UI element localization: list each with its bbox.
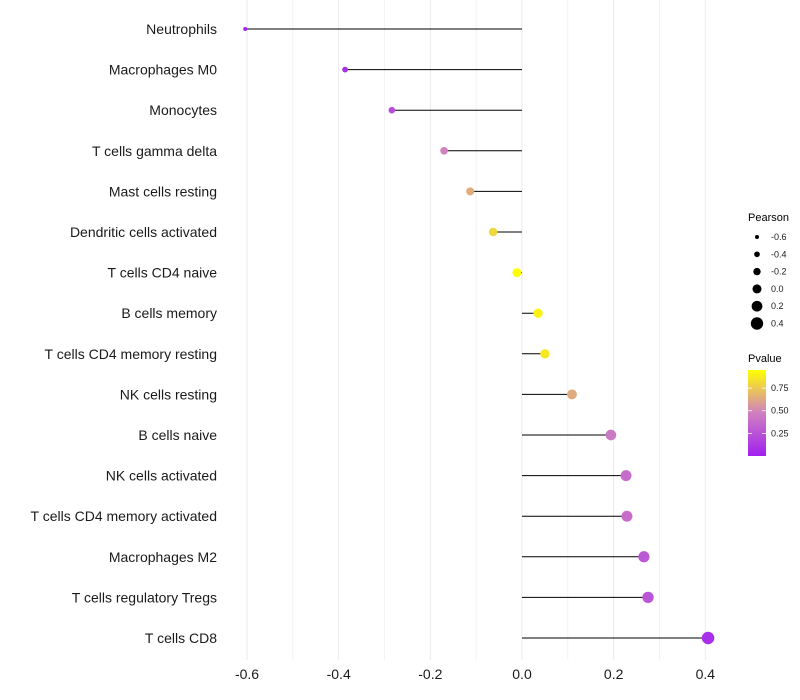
size-legend-key — [751, 300, 763, 312]
size-legend-label: -0.2 — [771, 267, 787, 277]
point — [701, 631, 715, 645]
color-legend-title: Pvalue — [748, 353, 782, 365]
grid-lines — [246, 0, 706, 660]
size-legend-key — [754, 251, 760, 258]
point — [566, 389, 577, 400]
size-legend-label: -0.6 — [771, 232, 787, 242]
y-tick-label: NK cells activated — [106, 468, 217, 484]
point — [440, 146, 448, 155]
x-tick-label: 0.2 — [604, 666, 624, 682]
point — [533, 308, 543, 318]
y-tick-label: T cells CD4 naive — [108, 265, 218, 281]
color-legend-label: 0.25 — [771, 428, 789, 438]
y-tick-label: Monocytes — [149, 102, 217, 118]
size-legend-key — [752, 284, 762, 294]
size-legend-label: 0.2 — [771, 301, 784, 311]
y-axis-labels: Neutrophils Macrophages M0 Monocytes T cell… — [31, 21, 218, 646]
color-legend: Pvalue 0.75 0.50 0.25 — [748, 353, 789, 456]
y-tick-label: B cells naive — [138, 427, 217, 443]
point — [638, 551, 650, 563]
point — [620, 470, 632, 482]
color-legend-label: 0.75 — [771, 383, 789, 393]
y-tick-label: B cells memory — [121, 305, 217, 321]
point — [466, 187, 475, 196]
size-legend-title: Pearson — [748, 212, 789, 224]
stems — [245, 28, 709, 639]
point — [642, 591, 654, 604]
colorbar — [748, 370, 766, 456]
size-legend: Pearson -0.6 -0.4 -0.2 0.0 0.2 0.4 — [748, 212, 789, 330]
x-tick-label: 0.0 — [512, 666, 532, 682]
point — [388, 106, 396, 114]
y-tick-label: T cells regulatory Tregs — [72, 589, 217, 605]
y-tick-label: Macrophages M0 — [109, 62, 217, 78]
points — [243, 27, 715, 645]
y-tick-label: T cells CD4 memory resting — [45, 346, 217, 362]
y-tick-label: T cells CD8 — [145, 630, 217, 646]
y-tick-label: Macrophages M2 — [109, 549, 217, 565]
y-tick-label: Mast cells resting — [109, 183, 217, 199]
x-tick-label: -0.2 — [418, 666, 442, 682]
size-legend-key — [755, 235, 759, 239]
x-tick-label: 0.4 — [696, 666, 716, 682]
y-tick-label: T cells CD4 memory activated — [31, 508, 217, 524]
size-legend-key — [753, 267, 761, 276]
y-tick-label: T cells gamma delta — [92, 143, 217, 159]
point — [243, 27, 248, 31]
x-axis-labels: -0.6 -0.4 -0.2 0.0 0.2 0.4 — [235, 666, 715, 682]
point — [540, 349, 550, 359]
point — [512, 268, 522, 278]
x-tick-label: -0.4 — [327, 666, 351, 682]
point — [605, 429, 617, 441]
y-tick-label: Dendritic cells activated — [70, 224, 217, 240]
point — [342, 66, 348, 73]
size-legend-key — [750, 317, 764, 330]
size-legend-label: 0.0 — [771, 284, 784, 294]
point — [488, 227, 498, 237]
y-tick-label: NK cells resting — [120, 386, 217, 402]
point — [621, 510, 633, 522]
y-tick-label: Neutrophils — [146, 21, 217, 37]
x-tick-label: -0.6 — [235, 666, 259, 682]
size-legend-label: 0.4 — [771, 319, 784, 329]
color-legend-label: 0.50 — [771, 406, 789, 416]
size-legend-label: -0.4 — [771, 249, 787, 259]
